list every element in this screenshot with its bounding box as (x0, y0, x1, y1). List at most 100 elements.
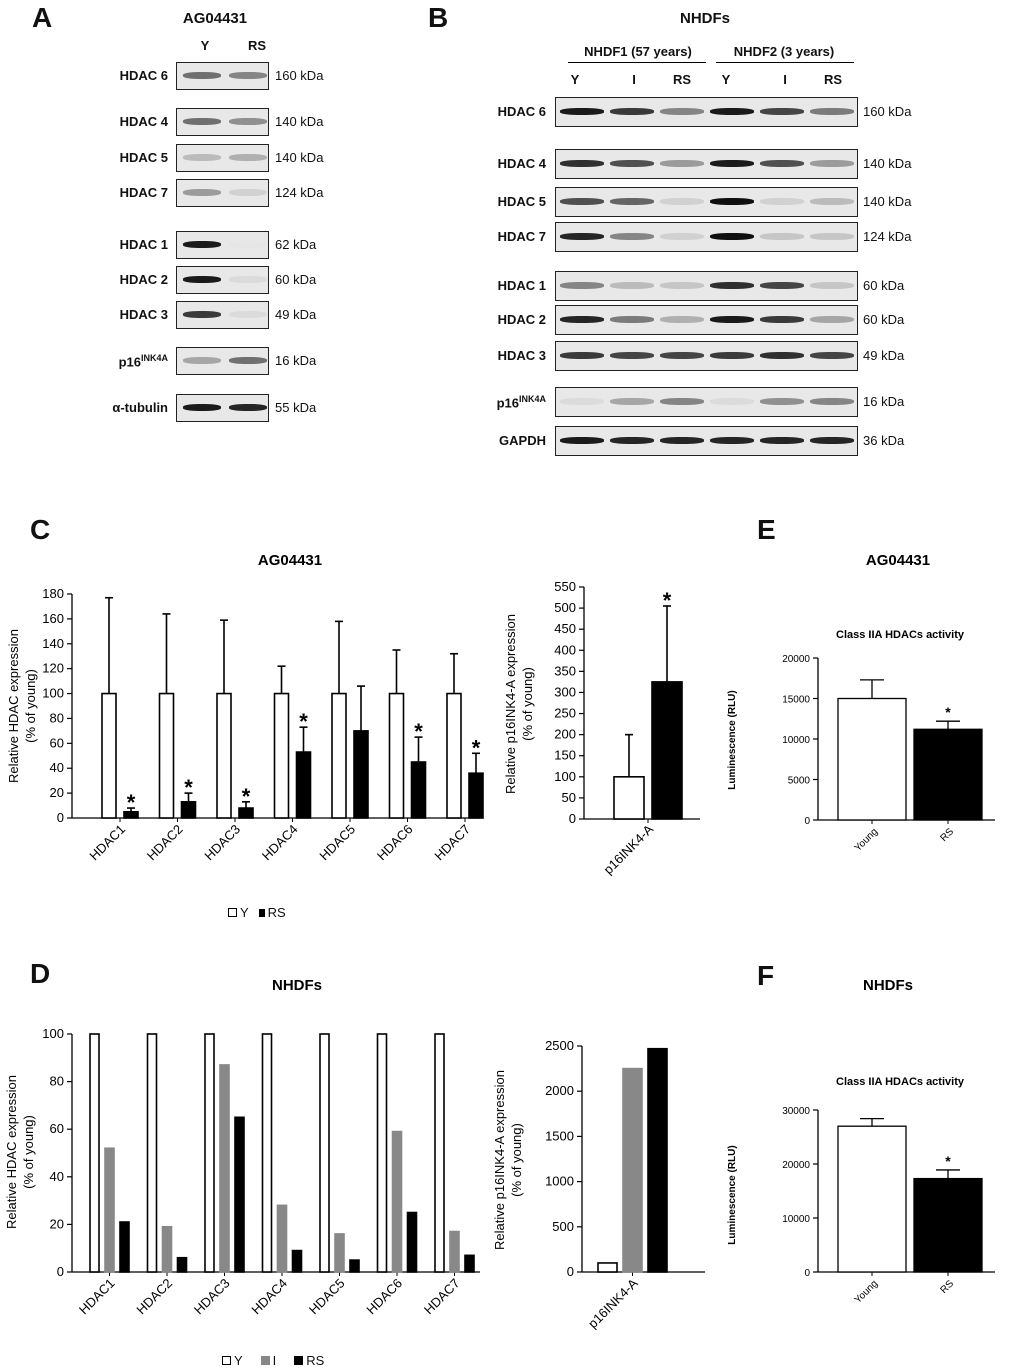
y-tick-label: 60 (50, 735, 64, 750)
x-tick-label: HDAC3 (201, 822, 243, 864)
chart-subtitle: Class IIA HDACs activity (836, 629, 965, 641)
bar (291, 1249, 303, 1273)
molecular-weight: 16 kDa (275, 353, 317, 368)
bar (349, 1259, 360, 1273)
blot-row-label: HDAC 1 (119, 237, 168, 252)
blot-band (560, 108, 604, 115)
bar (597, 1262, 618, 1273)
legend-swatch-y (228, 908, 237, 917)
bar (913, 728, 983, 821)
blot-row-label: HDAC 6 (119, 68, 168, 83)
blot-band (710, 198, 754, 205)
blot-band (183, 118, 221, 125)
blot-band (183, 189, 221, 196)
bar (204, 1033, 215, 1273)
x-tick-label: RS (939, 1278, 957, 1296)
x-tick-label: HDAC7 (421, 1276, 463, 1318)
y-tick-label: 140 (42, 636, 64, 651)
x-tick-label: p16INK4-A (585, 1275, 641, 1331)
bar (104, 1147, 115, 1273)
y-tick-label: 100 (554, 769, 576, 784)
legend-swatch-rs (258, 908, 265, 917)
x-tick-label: HDAC1 (76, 1276, 118, 1318)
blot-band (560, 352, 604, 359)
significance-asterisk: * (663, 588, 672, 613)
molecular-weight: 16 kDa (863, 394, 905, 409)
y-tick-label: 1500 (545, 1128, 574, 1143)
bar (468, 772, 484, 819)
y-tick-label: 0 (569, 811, 576, 826)
blot-band (660, 398, 704, 405)
x-tick-label: HDAC3 (191, 1276, 233, 1318)
panel-letter-b: B (428, 2, 449, 33)
molecular-weight: 140 kDa (863, 194, 912, 209)
blot-band (760, 198, 804, 205)
blot-band (183, 241, 221, 248)
blot-row-label: HDAC 3 (119, 307, 168, 322)
legend-label-rs: RS (306, 1353, 325, 1368)
molecular-weight: 49 kDa (275, 307, 317, 322)
bar (464, 1254, 475, 1273)
blot-band (710, 160, 754, 167)
blot-strip (555, 271, 858, 301)
y-axis-label: (% of young) (23, 669, 38, 743)
blot-band (229, 72, 267, 79)
y-tick-label: 80 (50, 1074, 64, 1089)
y-axis-label: (% of young) (509, 1123, 524, 1197)
molecular-weight: 160 kDa (863, 104, 912, 119)
blot-band (810, 352, 854, 359)
blot-band (810, 108, 854, 115)
blot-band (660, 316, 704, 323)
blot-strip (176, 144, 269, 172)
legend-swatch-y (222, 1356, 231, 1365)
bar (319, 1033, 330, 1273)
y-tick-label: 0 (57, 810, 64, 825)
legend-label-y: Y (234, 1353, 243, 1368)
bar (353, 730, 369, 819)
blot-strip (176, 62, 269, 90)
bar (388, 692, 405, 819)
blot-band (610, 352, 654, 359)
blot-band (610, 108, 654, 115)
blot-band (710, 233, 754, 240)
blot-strip (555, 97, 858, 127)
blot-band (229, 357, 267, 364)
legend-label-i: I (272, 1353, 277, 1368)
bar (219, 1064, 230, 1273)
blot-band (183, 311, 221, 318)
chart-title: AG04431 (866, 552, 930, 569)
y-tick-label: 5000 (788, 776, 811, 787)
x-tick-label: HDAC2 (144, 822, 186, 864)
bar (434, 1033, 445, 1273)
y-tick-label: 120 (42, 661, 64, 676)
molecular-weight: 60 kDa (275, 272, 317, 287)
y-tick-label: 60 (50, 1121, 64, 1136)
blot-band (810, 233, 854, 240)
lane-label: I (632, 72, 636, 87)
y-tick-label: 20 (50, 785, 64, 800)
x-tick-label: HDAC5 (316, 822, 358, 864)
blot-band (660, 108, 704, 115)
bar (295, 751, 312, 819)
bar (376, 1033, 388, 1273)
bar (238, 807, 254, 819)
y-tick-label: 1000 (545, 1174, 574, 1189)
x-tick-label: HDAC7 (431, 822, 473, 864)
molecular-weight: 55 kDa (275, 400, 317, 415)
y-tick-label: 0 (804, 816, 810, 827)
legend-swatch-i (260, 1356, 270, 1365)
bar (180, 801, 197, 819)
x-tick-label: HDAC6 (374, 822, 416, 864)
blot-band (810, 198, 854, 205)
molecular-weight: 140 kDa (863, 156, 912, 171)
blot-band (229, 276, 267, 283)
bar (119, 1221, 130, 1273)
y-tick-label: 20000 (782, 654, 810, 665)
x-tick-label: HDAC5 (306, 1276, 348, 1318)
molecular-weight: 124 kDa (863, 229, 912, 244)
blot-band (660, 282, 704, 289)
blot-strip (176, 394, 269, 422)
blot-strip (176, 347, 269, 375)
blot-band (810, 437, 854, 444)
bar (234, 1116, 245, 1273)
